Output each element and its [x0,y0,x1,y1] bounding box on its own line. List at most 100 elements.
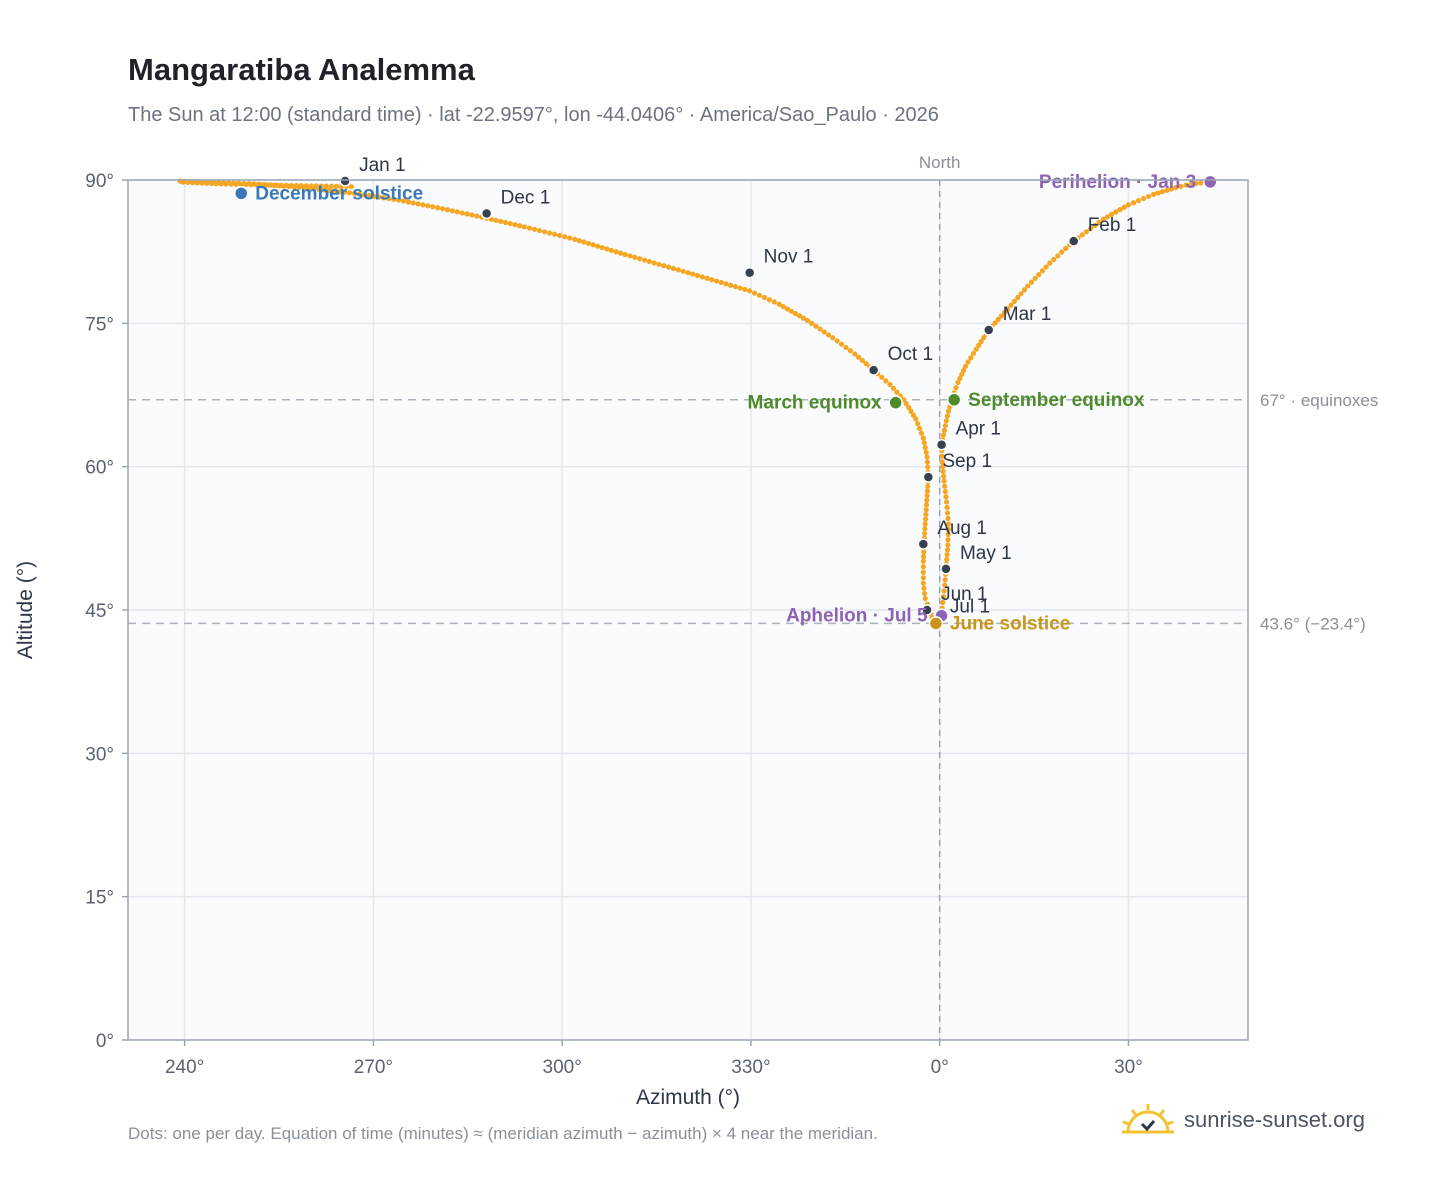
day-dot [425,203,431,209]
day-dot [613,249,619,255]
month-label: Oct 1 [888,344,933,365]
day-dot [410,200,416,206]
day-dot [512,222,518,228]
day-dot [1109,211,1115,217]
day-dot [1021,287,1028,293]
day-dot [923,511,929,518]
footnote: Dots: one per day. Equation of time (min… [128,1124,878,1143]
day-dot [1159,189,1166,195]
day-dot [922,516,929,522]
event-label: Perihelion · Jan 3 [1039,172,1196,193]
day-dot [792,310,799,317]
day-dot [521,224,528,230]
brand[interactable]: sunrise-sunset.org [1120,1102,1365,1138]
day-dot [632,254,638,260]
day-dot [922,595,928,602]
day-dot [890,385,897,391]
day-dot [301,185,307,191]
day-dot [210,179,217,185]
month-marker [1067,235,1080,247]
sun-logo-icon [1122,1104,1174,1134]
day-dot [813,323,819,329]
event-marker [888,395,903,410]
day-dot [920,569,926,575]
day-dot [953,385,959,391]
day-dot [371,193,377,199]
day-dot [847,348,853,354]
event-markers: December solstice Perihelion · Jan 3 March… [234,172,1218,634]
month-marker [867,364,880,376]
day-dot [572,236,578,242]
day-dot [863,361,869,367]
day-dot [834,338,840,344]
day-dot [761,294,768,301]
day-dot [1151,191,1157,197]
day-dot [333,183,339,189]
day-dot [1178,183,1184,189]
day-dot [498,218,504,225]
day-dot [241,180,247,187]
day-dot [924,459,931,465]
day-dot [962,363,969,369]
day-dot [694,272,701,279]
day-dot [316,186,322,192]
day-dot [405,199,411,205]
day-dot [1051,256,1057,263]
day-dot [922,526,928,532]
day-dot [459,210,465,216]
day-dot [699,274,705,280]
day-dot [266,182,272,188]
month-label: Jul 1 [950,596,990,617]
day-dot [957,375,963,382]
day-dot [430,204,436,210]
x-tick-label: 240° [165,1057,204,1078]
day-dot [809,320,815,326]
event-marker [946,392,962,408]
day-dot [376,194,382,200]
day-dot [924,488,931,494]
month-label: Mar 1 [1003,304,1052,325]
day-dot [444,207,451,213]
day-dot [945,408,952,414]
y-tick-label: 45° [85,601,114,622]
month-label: Jun 1 [941,584,987,605]
day-dot [1001,309,1008,316]
day-dot [921,585,927,591]
day-dot [604,246,610,252]
day-dot [585,240,592,247]
day-dot [1079,232,1085,238]
day-dot [276,183,282,189]
axes: 240° 270° 300° 330° 0° 30° 0° 15° 30° 45° 60° 75° 90… [14,171,1143,1109]
day-dot [608,247,614,253]
day-dot [742,286,748,293]
day-dot [576,238,582,244]
day-dot [965,359,971,365]
day-dot [804,317,811,324]
day-dot [941,427,948,433]
y-tick-label: 90° [85,171,114,192]
day-dot [906,404,912,411]
day-dot [945,515,951,522]
day-dot [331,188,337,194]
day-dot [231,180,237,186]
day-dot [261,181,267,188]
month-marker [921,604,933,616]
day-dot [1015,294,1021,301]
day-dot [449,208,455,214]
day-dot [474,213,480,219]
day-dot [341,189,348,195]
day-dot [685,270,691,276]
reference-lines: North 67° · equinoxes 43.6° (−23.4°) [128,153,1378,1040]
day-dot [557,232,563,239]
day-dot [732,284,739,290]
day-dot [923,507,929,513]
month-label: May 1 [960,543,1012,564]
day-dot [960,367,967,373]
day-dot [251,181,257,187]
day-dot [1130,200,1137,206]
month-marker [339,175,351,187]
day-dot [925,464,931,470]
day-dot [356,191,363,197]
day-dot [1117,207,1123,213]
day-dot [1096,219,1102,225]
